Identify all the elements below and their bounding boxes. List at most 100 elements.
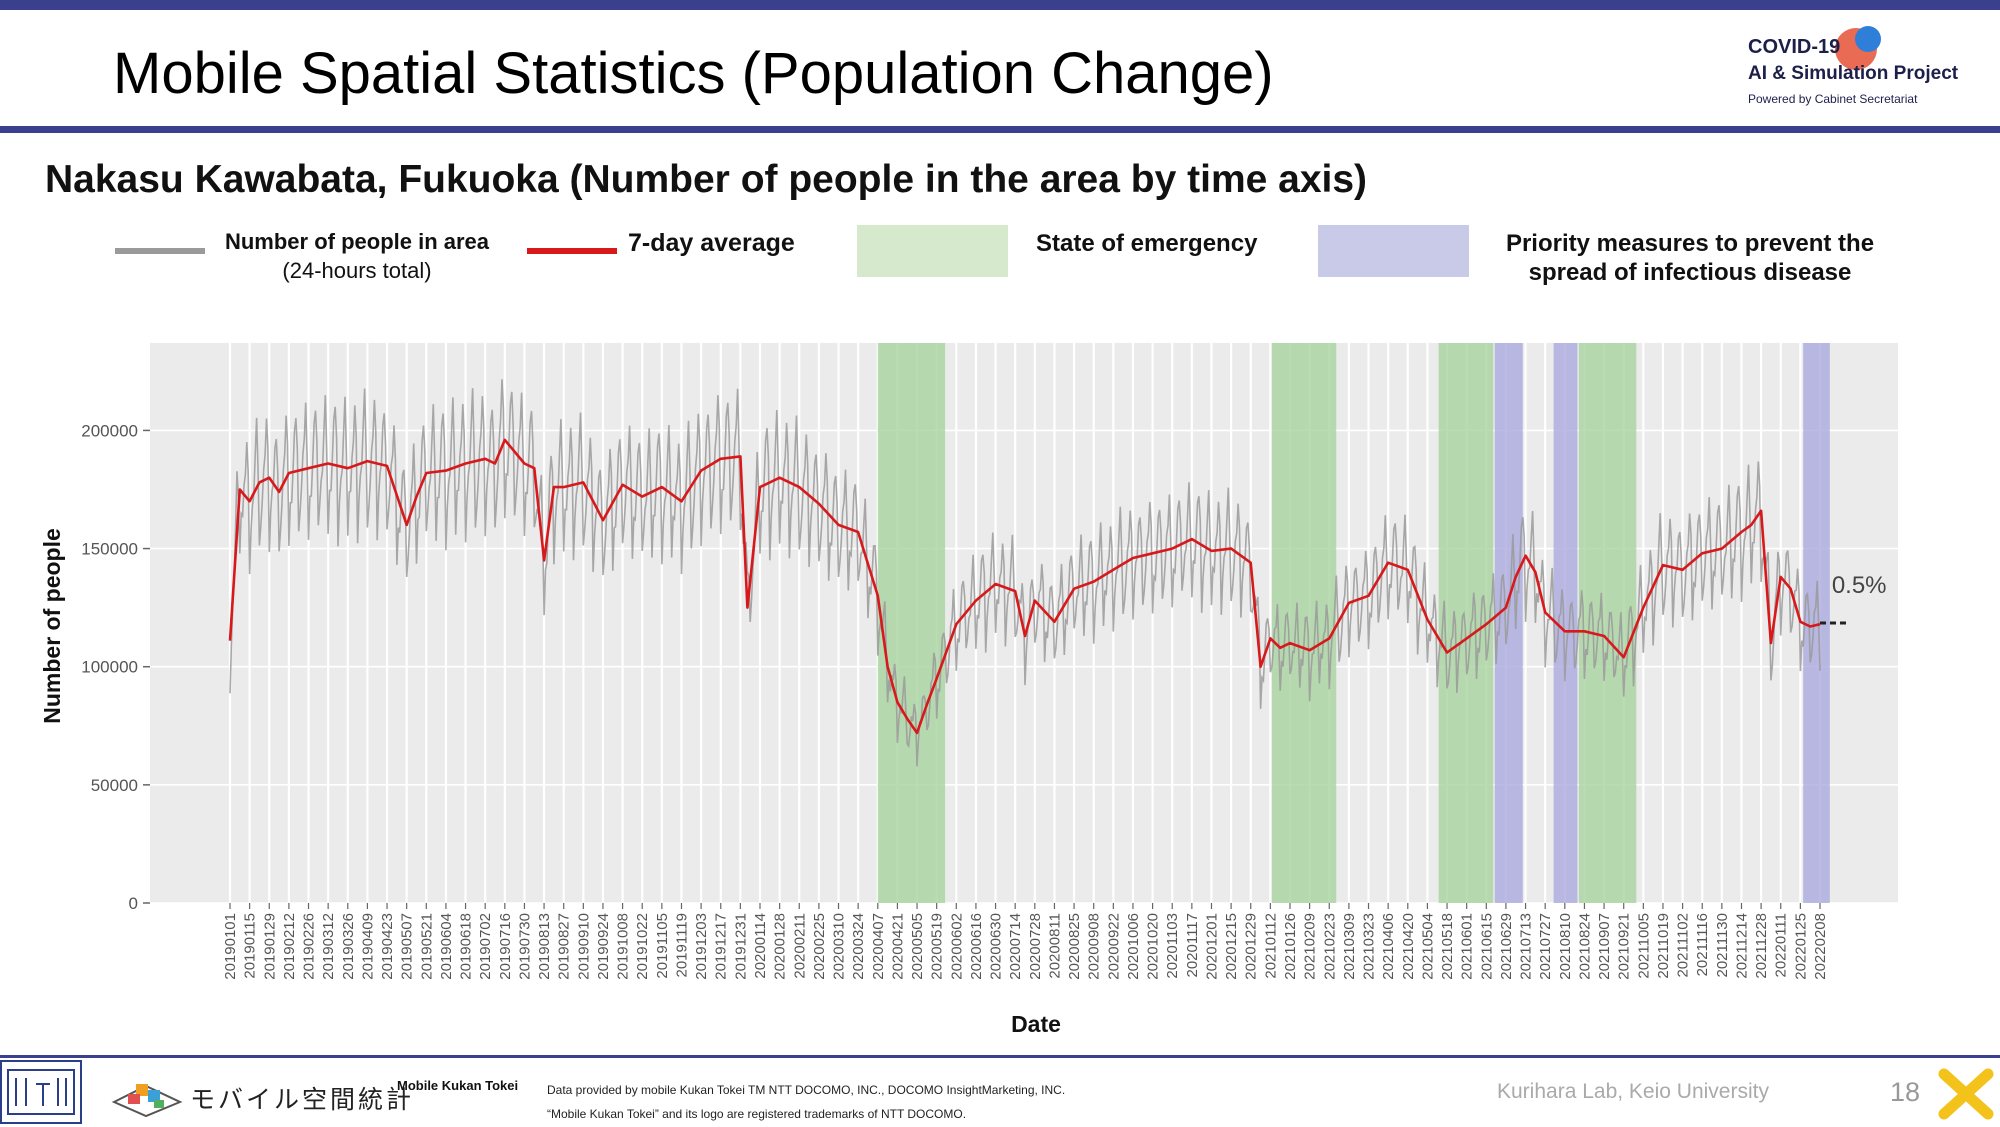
x-tick-label: 20200324 [850,913,867,980]
x-tick-label: 20190730 [516,913,533,980]
x-tick-label: 20200825 [1066,913,1083,980]
x-tick-label: 20200225 [811,913,828,980]
chart-subtitle: Nakasu Kawabata, Fukuoka (Number of peop… [45,158,1368,201]
x-tick-label: 20211228 [1753,913,1770,979]
x-tick-label: 20210420 [1400,913,1417,980]
x-tick-label: 20200211 [791,913,808,979]
x-tick-label: 20191217 [713,913,730,980]
x-tick-label: 20210112 [1262,913,1279,979]
x-tick-label: 20210824 [1576,913,1593,980]
legend-raw-sublabel: (24-hours total) [282,258,432,283]
x-tick-label: 20190702 [477,913,494,980]
x-tick-label: 20210126 [1282,913,1299,980]
x-tick-label: 20210518 [1439,913,1456,980]
y-tick-label: 100000 [81,658,138,677]
x-tick-label: 20211019 [1655,913,1672,979]
x-tick-label: 20201229 [1243,913,1260,980]
credit-line-1: Data provided by mobile Kukan Tokei TM N… [547,1083,1066,1097]
x-tick-label: 20190924 [595,913,612,980]
x-tick-label: 20191008 [615,913,632,980]
emergency-band [1578,343,1637,903]
projection-label: 0.5% [1832,572,1887,599]
x-tick-label: 20191231 [732,913,749,980]
x-tick-label: 20210223 [1321,913,1338,980]
x-tick-label: 20200616 [968,913,985,980]
x-tick-label: 20190507 [399,913,416,980]
x-tick-label: 20200128 [772,913,789,980]
x-tick-label: 20200505 [909,913,926,980]
x-tick-label: 20200519 [929,913,946,980]
x-tick-label: 20211116 [1694,913,1711,976]
top-accent-bar [0,0,2000,10]
data-credits: Data provided by mobile Kukan Tokei TM N… [547,1078,1065,1126]
y-tick-label: 200000 [81,421,138,440]
x-tick-label: 20200908 [1086,913,1103,980]
x-tick-label: 20210810 [1557,913,1574,980]
x-tick-label: 20220111 [1773,913,1790,978]
x-tick-label: 20190910 [575,913,592,980]
x-tick-label: 20200407 [870,913,887,980]
x-tick-label: 20211005 [1635,913,1652,979]
x-tick-label: 20220208 [1812,913,1829,980]
credit-line-2: “Mobile Kukan Tokei” and its logo are re… [547,1107,967,1121]
x-tick-label: 20190716 [497,913,514,980]
x-tick-label: 20190604 [438,913,455,980]
legend-priority-text: Priority measures to prevent the spread … [1480,229,1900,287]
x-tick-label: 20210921 [1616,913,1633,980]
keio-logo-mark [7,1069,75,1115]
legend-emergency-swatch [857,225,1008,277]
keio-logo [0,1060,82,1124]
x-tick-label: 20190115 [242,913,259,979]
y-tick-label: 50000 [91,776,138,795]
x-tick-label: 20210209 [1302,913,1319,980]
x-tick-label: 20191105 [654,913,671,979]
x-tick-label: 20210713 [1518,913,1535,980]
logo-line-3: Powered by Cabinet Secretariat [1748,92,1918,106]
x-tick-label: 20200114 [752,913,769,979]
x-tick-label: 20211214 [1733,913,1750,979]
x-tick-label: 20190226 [301,913,318,980]
mobile-kukan-tokei-logotype: モバイル空間統計 [190,1086,415,1114]
x-tick-label: 20210727 [1537,913,1554,980]
x-tick-label: 20220125 [1792,913,1809,980]
logo-line-2: AI & Simulation Project [1748,63,1959,84]
x-tick-label: 20190129 [261,913,278,980]
x-tick-label: 20201006 [1125,913,1142,980]
x-tick-label: 20200922 [1105,913,1122,980]
x-axis-title: Date [1011,1011,1061,1037]
legend-avg-label: 7-day average [628,229,795,257]
mobile-kukan-tokei-icon [111,1084,183,1118]
x-tick-label: 20200714 [1007,913,1024,980]
x-tick-label: 20201201 [1203,913,1220,980]
x-tick-label: 20190813 [536,913,553,980]
x-tick-label: 20190618 [458,913,475,980]
legend-raw-text: Number of people in area (24-hours total… [212,227,502,285]
emergency-band [1438,343,1494,903]
logo-line-1: COVID-19 [1748,36,1841,58]
x-tick-label: 20190521 [418,913,435,980]
x-tick-label: 20211130 [1714,913,1731,978]
priority-band [1553,343,1578,903]
legend-priority-swatch [1318,225,1469,277]
legend-raw-label: Number of people in area [224,229,490,254]
page-title: Mobile Spatial Statistics (Population Ch… [113,41,1274,106]
x-tick-label: 20190212 [281,913,298,980]
x-tick-label: 20200310 [831,913,848,980]
title-divider [0,126,2000,133]
raw-daily-line [229,379,1821,767]
chart-legend: Number of people in area (24-hours total… [0,225,2000,295]
x-tick-label: 20200421 [889,913,906,980]
project-logo: COVID-19 AI & Simulation Project Powered… [1745,26,1985,116]
x-tick-label: 20191119 [673,913,690,978]
y-tick-label: 0 [129,894,138,913]
x-tick-label: 20191203 [693,913,710,980]
legend-emergency-label: State of emergency [1036,230,1258,257]
x-tick-label: 20190409 [359,913,376,980]
x-tick-label: 20210309 [1341,913,1358,980]
x-tick-label: 20210907 [1596,913,1613,980]
y-tick-label: 150000 [81,540,138,559]
x-tick-label: 20190326 [340,913,357,980]
x-tick-label: 20210601 [1459,913,1476,980]
legend-priority-line-2: spread of infectious disease [1528,259,1852,286]
